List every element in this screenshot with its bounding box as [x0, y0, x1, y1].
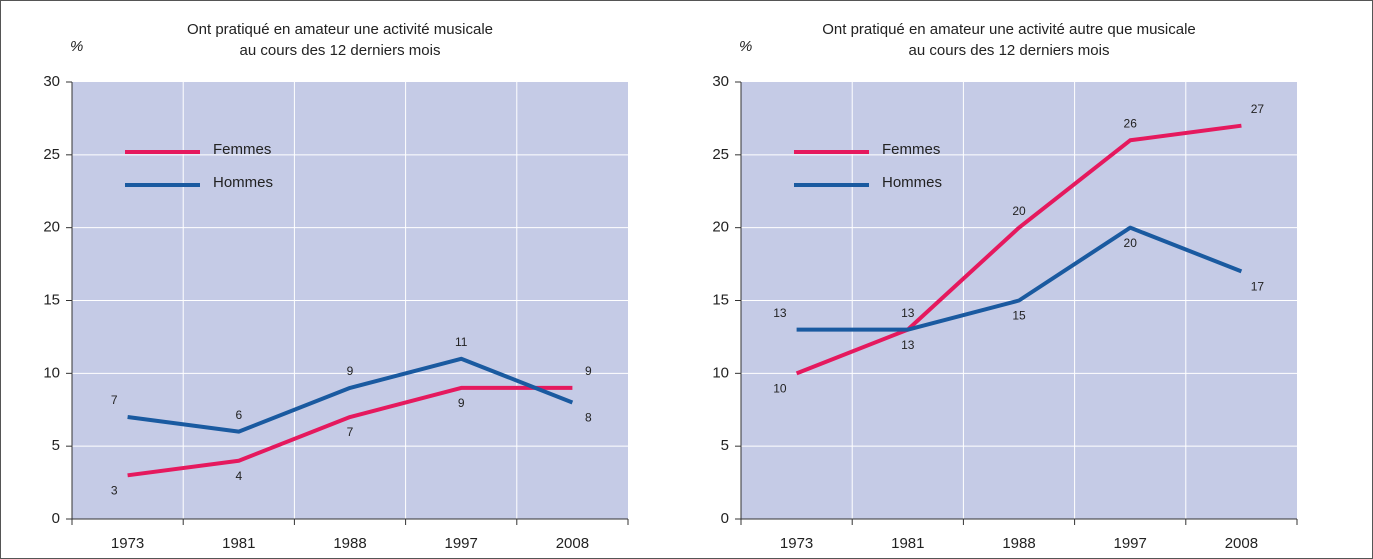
- data-label: 7: [347, 425, 354, 439]
- data-label: 26: [1124, 116, 1138, 130]
- y-tick-label: 20: [712, 219, 729, 236]
- x-tick-label: 1988: [333, 535, 366, 552]
- data-label: 11: [455, 335, 468, 349]
- data-label: 27: [1251, 102, 1265, 116]
- data-label: 7: [111, 393, 118, 407]
- chart-title: Ont pratiqué en amateur une activité aut…: [822, 21, 1196, 38]
- y-tick-label: 10: [712, 364, 729, 381]
- legend-label: Hommes: [882, 174, 942, 191]
- x-tick-label: 1988: [1002, 535, 1035, 552]
- y-tick-label: 15: [712, 291, 729, 308]
- y-tick-label: 15: [43, 291, 60, 308]
- y-tick-label: 0: [52, 510, 60, 527]
- x-tick-label: 1997: [445, 535, 478, 552]
- y-tick-label: 25: [712, 146, 729, 163]
- data-label: 6: [235, 408, 242, 422]
- x-tick-label: 1981: [222, 535, 255, 552]
- y-axis-label: %: [739, 38, 752, 55]
- legend-label: Hommes: [213, 174, 273, 191]
- data-label: 4: [235, 469, 242, 483]
- series-line: [795, 123, 1242, 376]
- x-tick-label: 1981: [891, 535, 924, 552]
- series-line: [127, 356, 574, 434]
- data-label: 17: [1251, 280, 1265, 294]
- data-label: 8: [585, 411, 592, 425]
- data-label: 20: [1124, 236, 1138, 250]
- data-label: 10: [773, 382, 787, 396]
- x-tick-label: 1973: [111, 535, 144, 552]
- data-label: 15: [1012, 309, 1026, 323]
- y-tick-label: 20: [43, 219, 60, 236]
- data-label: 3: [111, 483, 118, 497]
- y-tick-label: 5: [721, 437, 729, 454]
- y-axis-label: %: [70, 38, 83, 55]
- data-label: 9: [585, 364, 592, 378]
- y-tick-label: 5: [52, 437, 60, 454]
- chart-title: Ont pratiqué en amateur une activité mus…: [187, 21, 493, 38]
- y-tick-label: 30: [712, 73, 729, 90]
- y-tick-label: 30: [43, 73, 60, 90]
- x-tick-label: 2008: [1225, 535, 1258, 552]
- y-tick-label: 25: [43, 146, 60, 163]
- legend-label: Femmes: [882, 141, 940, 158]
- y-tick-label: 0: [721, 510, 729, 527]
- chart-title: au cours des 12 derniers mois: [909, 42, 1110, 59]
- data-label: 13: [901, 338, 915, 352]
- data-label: 20: [1012, 204, 1026, 218]
- data-label: 9: [347, 364, 354, 378]
- data-label: 9: [458, 396, 465, 410]
- x-tick-label: 1973: [780, 535, 813, 552]
- data-label: 13: [773, 306, 787, 320]
- x-tick-label: 2008: [556, 535, 589, 552]
- legend-label: Femmes: [213, 141, 271, 158]
- data-label: 13: [901, 306, 915, 320]
- series-line: [127, 385, 573, 478]
- series-line: [796, 225, 1243, 332]
- y-tick-label: 10: [43, 364, 60, 381]
- chart-title: au cours des 12 derniers mois: [240, 42, 441, 59]
- x-tick-label: 1997: [1114, 535, 1147, 552]
